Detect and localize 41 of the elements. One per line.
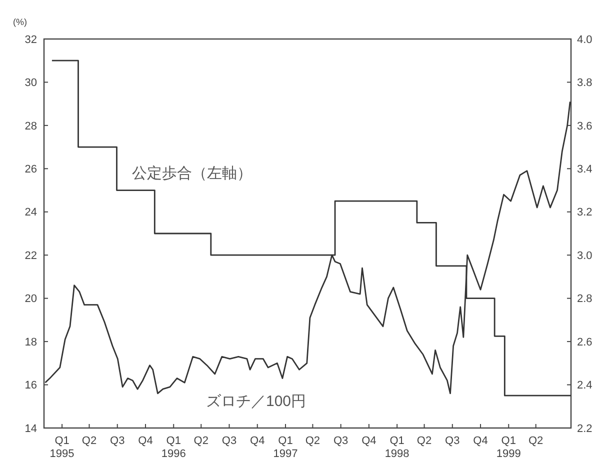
- x-tick-label: Q1 1995: [50, 435, 74, 460]
- x-tick-label: Q2: [416, 435, 432, 447]
- x-tick-label: Q2: [305, 435, 320, 447]
- y-tick-label: 28: [24, 120, 37, 132]
- y2-tick-label: 3.4: [577, 164, 592, 176]
- y-tick-label: 18: [24, 336, 37, 348]
- y2-tick-label: 3.2: [577, 206, 592, 219]
- x-tick-label: Q2: [528, 435, 544, 447]
- x-tick-label: Q4: [250, 435, 265, 447]
- series-label: 公定歩合（左軸）: [132, 165, 252, 182]
- y2-tick-label: 2.4: [577, 380, 592, 392]
- y2-tick-label: 2.8: [577, 293, 592, 306]
- x-tick-label: Q3: [333, 435, 348, 447]
- x-tick-label: Q4: [138, 435, 153, 447]
- y-tick-label: 22: [24, 250, 37, 262]
- x-tick-label: Q3: [110, 435, 125, 447]
- x-tick-label: Q1 1999: [496, 435, 521, 460]
- y2-tick-label: 2.6: [577, 336, 592, 348]
- y-tick-label: 32: [24, 34, 37, 46]
- y-tick-label: 14: [24, 422, 37, 435]
- y-tick-label: 24: [24, 206, 37, 219]
- x-tick-label: Q1 1996: [161, 435, 186, 460]
- y-axis-title: (%): [13, 17, 27, 27]
- y2-tick-label: 3.8: [577, 77, 592, 90]
- x-tick-label: Q3: [445, 435, 460, 447]
- y-tick-label: 26: [24, 164, 37, 176]
- x-tick-label: Q2: [82, 435, 97, 447]
- x-tick-label: Q4: [473, 435, 488, 447]
- y2-tick-label: 4.0: [577, 34, 592, 46]
- y-tick-label: 20: [24, 293, 37, 306]
- y2-tick-label: 3.0: [577, 250, 592, 262]
- y-tick-label: 30: [24, 77, 37, 90]
- y2-tick-label: 3.6: [577, 120, 592, 132]
- y2-tick-label: 2.2: [577, 422, 592, 435]
- series-label: ズロチ／100円: [206, 393, 306, 410]
- x-tick-label: Q3: [222, 435, 237, 447]
- x-tick-label: Q1 1997: [273, 435, 298, 460]
- x-tick-label: Q1 1998: [384, 435, 410, 460]
- y-tick-label: 16: [24, 380, 37, 392]
- x-tick-label: Q2: [194, 435, 208, 447]
- x-tick-label: Q4: [362, 435, 376, 447]
